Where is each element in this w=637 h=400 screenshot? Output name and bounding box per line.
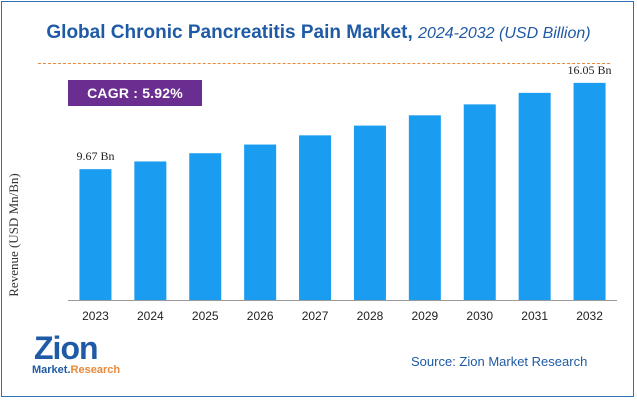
x-tick-2032: 2032	[576, 309, 603, 323]
x-tick-2028: 2028	[357, 309, 384, 323]
data-label-2032: 16.05 Bn	[568, 63, 612, 77]
title-divider	[38, 63, 610, 64]
cagr-value: 5.92%	[142, 85, 183, 101]
x-tick-2027: 2027	[302, 309, 329, 323]
x-tick-2025: 2025	[192, 309, 219, 323]
bar-2025	[189, 153, 222, 300]
bar-2023	[79, 169, 112, 300]
bar-2028	[353, 125, 386, 300]
logo-tagline: Market.Research	[32, 364, 120, 376]
data-label-2023: 9.67 Bn	[76, 149, 114, 163]
bar-2030	[463, 104, 496, 300]
cagr-label: CAGR :	[87, 85, 139, 101]
x-tick-2030: 2030	[466, 309, 493, 323]
source-note: Source: Zion Market Research	[411, 354, 588, 369]
bar-2031	[518, 92, 551, 300]
x-tick-2023: 2023	[82, 309, 109, 323]
x-tick-2029: 2029	[411, 309, 438, 323]
logo-tag-market: Market.	[32, 364, 71, 376]
chart-title: Global Chronic Pancreatitis Pain Market,…	[0, 22, 637, 44]
bar-2032	[573, 82, 606, 301]
cagr-badge: CAGR : 5.92%	[68, 80, 202, 106]
bar-2027	[299, 135, 332, 300]
logo-tag-research: Research	[70, 364, 121, 376]
title-subtitle: 2024-2032 (USD Billion)	[418, 25, 591, 42]
bar-2026	[244, 144, 277, 300]
x-tick-2031: 2031	[521, 309, 548, 323]
bar-2024	[134, 161, 167, 300]
title-main: Global Chronic Pancreatitis Pain Market,	[46, 22, 413, 43]
zion-logo: Zion Market.Research	[30, 330, 150, 384]
logo-wordmark: Zion	[34, 330, 99, 366]
x-tick-2024: 2024	[137, 309, 164, 323]
x-tick-2026: 2026	[247, 309, 274, 323]
bar-2029	[408, 115, 441, 300]
